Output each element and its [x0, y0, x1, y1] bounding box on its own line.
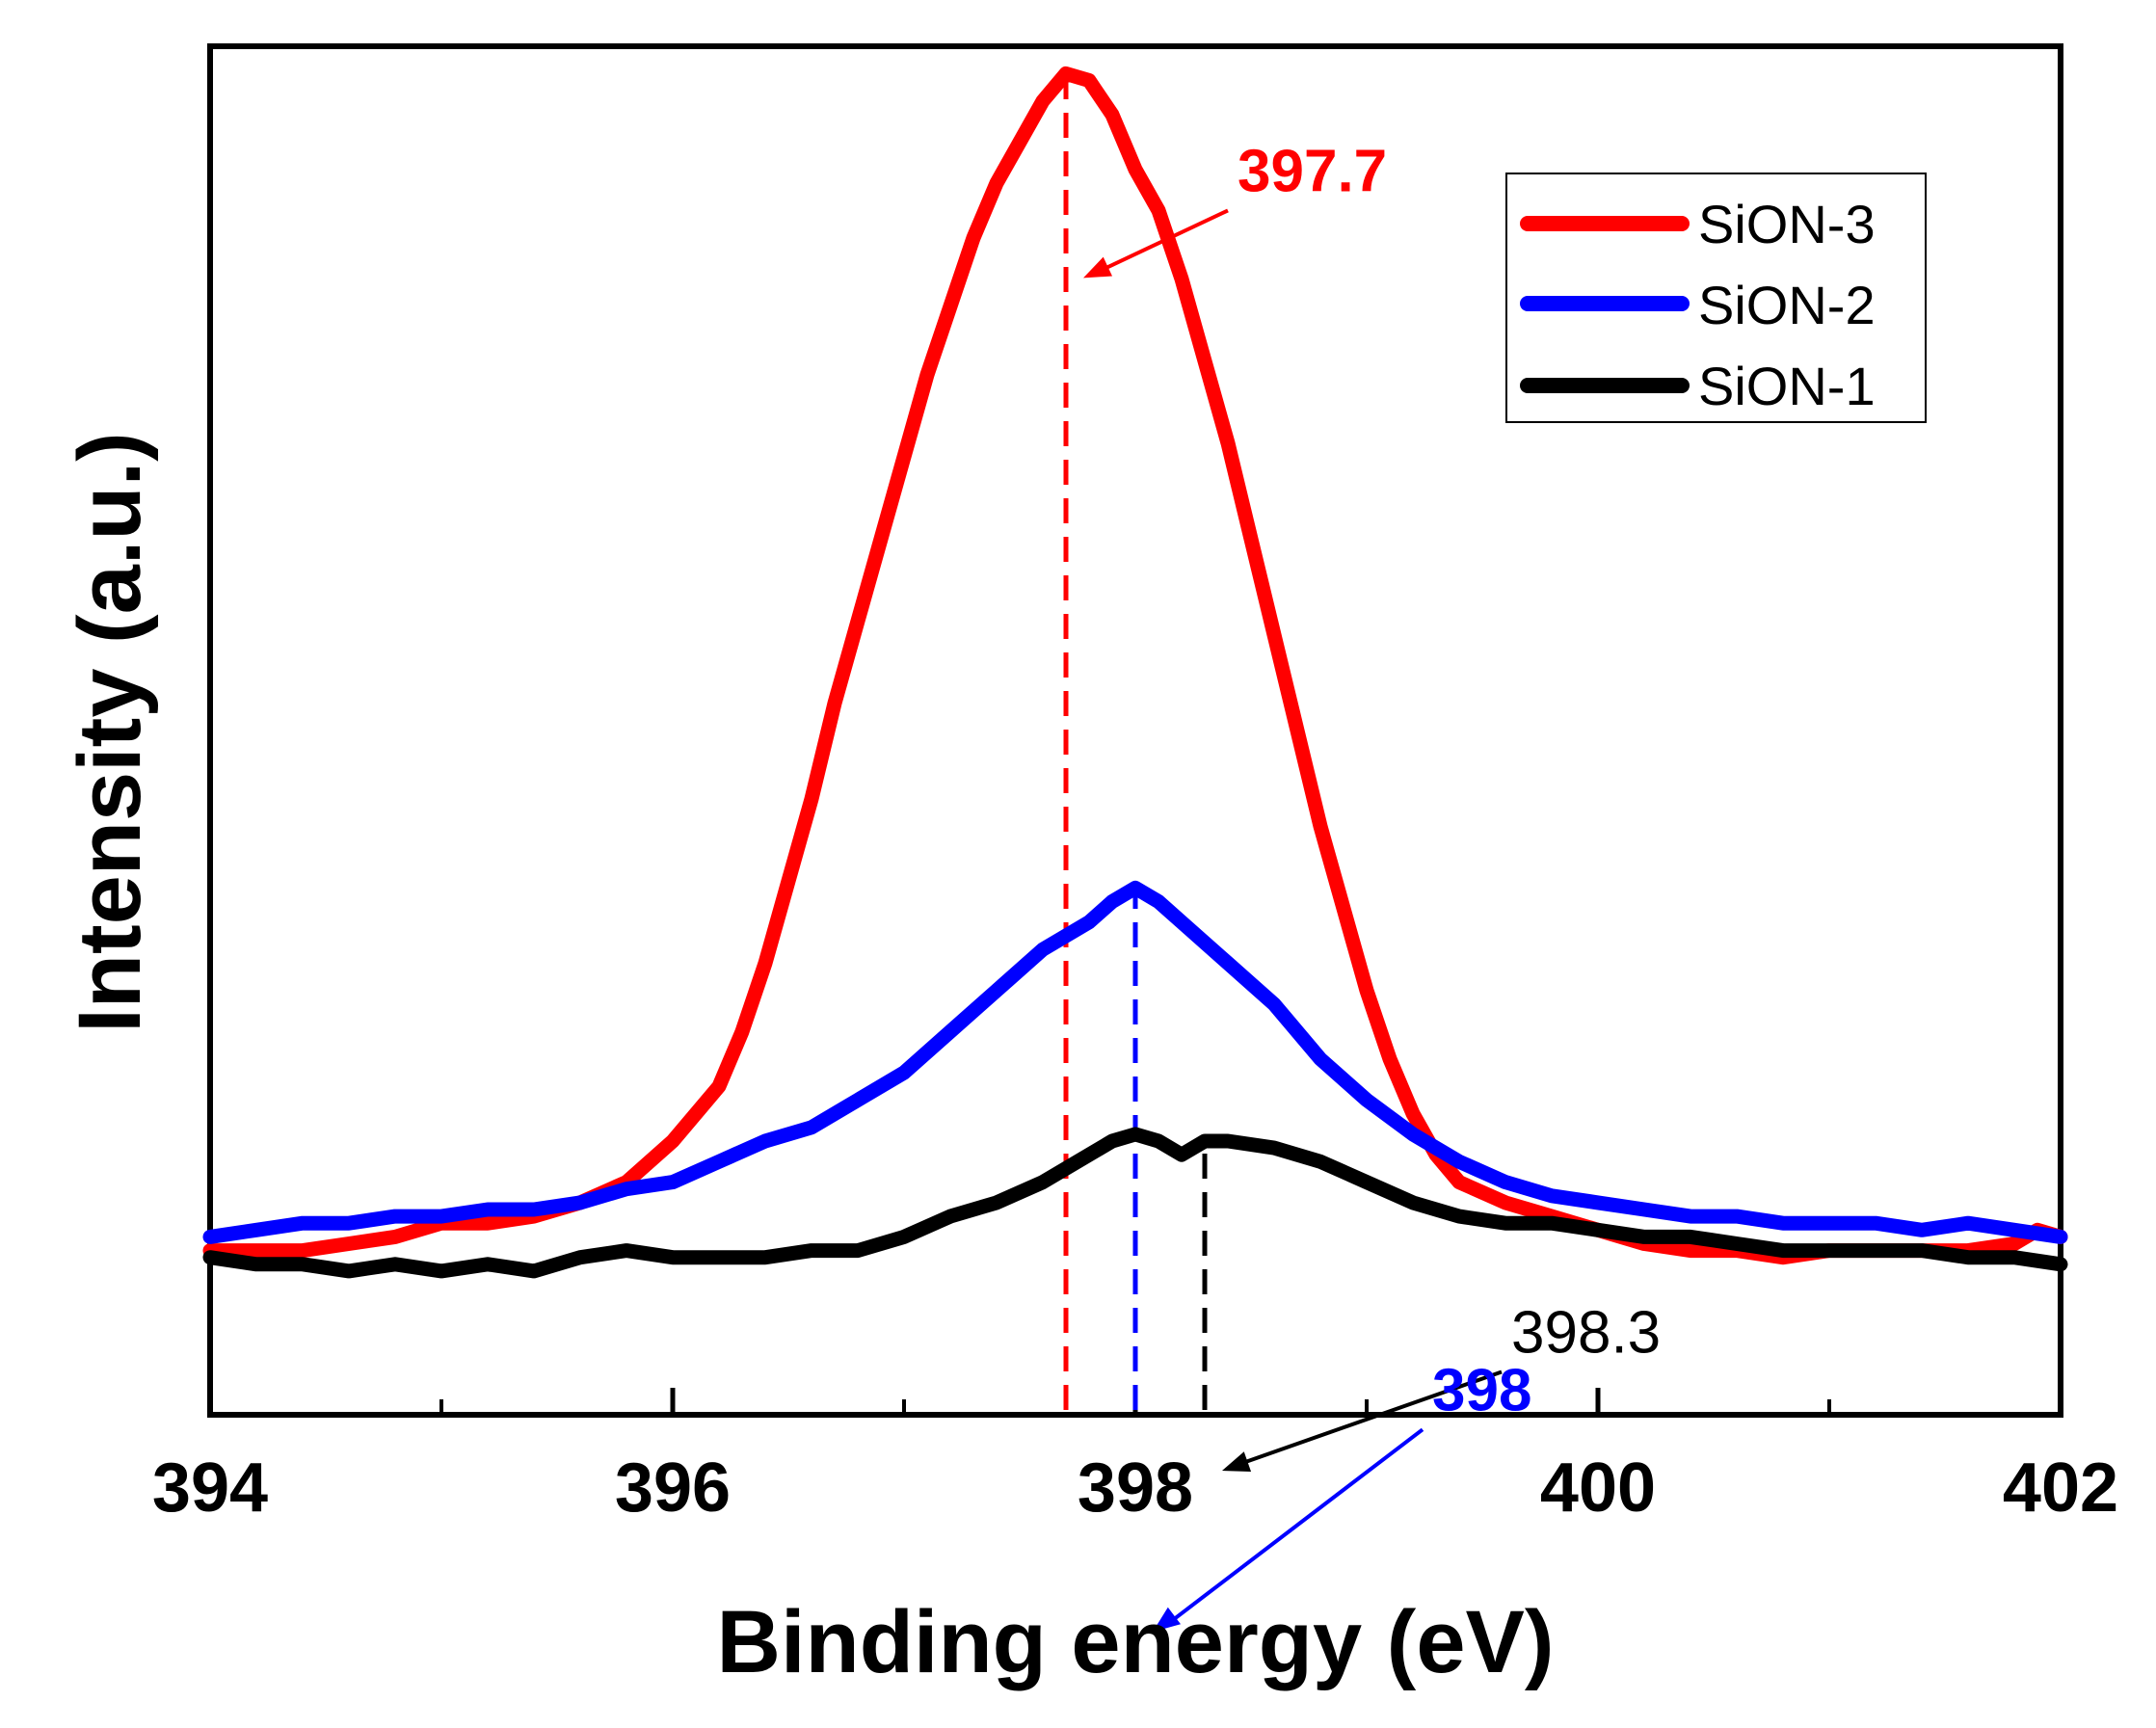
series-line-sion-2: [202, 880, 2068, 1244]
series-line-sion-1: [202, 1127, 2068, 1279]
legend-label-sion-3: SiON-3: [1698, 194, 1876, 254]
series-line-sion-3: [202, 66, 2068, 1265]
x-axis-title: Binding energy (eV): [717, 1593, 1555, 1691]
legend-label-sion-1: SiON-1: [1698, 356, 1876, 416]
y-axis-title: Intensity (a.u.): [61, 432, 159, 1033]
peak-markers: [1063, 81, 1208, 1410]
x-tick-label-398: 398: [1078, 1449, 1193, 1527]
legend-label-sion-2: SiON-2: [1698, 275, 1876, 335]
arrow-head-sion-1: [1222, 1451, 1252, 1473]
arrow-shaft-sion-3: [1092, 208, 1229, 277]
x-tick-label-394: 394: [152, 1449, 268, 1527]
legend: SiON-3 SiON-2 SiON-1: [1505, 173, 1927, 423]
peak-label-sion-2: 398: [1432, 1357, 1531, 1423]
x-tick-label-402: 402: [2003, 1449, 2118, 1527]
x-tick-label-396: 396: [615, 1449, 731, 1527]
arrow-shaft-sion-1: [1231, 1369, 1503, 1469]
x-tick-label-400: 400: [1540, 1449, 1656, 1527]
arrow-shaft-sion-2: [1160, 1427, 1424, 1630]
arrow-head-sion-2: [1153, 1607, 1181, 1633]
arrow-head-sion-3: [1083, 256, 1113, 279]
peak-arrows: [1083, 208, 1503, 1633]
series-lines: [202, 66, 2068, 1279]
x-axis-ticks: 394 396 398 400 402: [152, 1388, 2118, 1527]
peak-label-sion-3: 397.7: [1238, 138, 1387, 204]
peak-label-sion-1: 398.3: [1511, 1300, 1661, 1367]
